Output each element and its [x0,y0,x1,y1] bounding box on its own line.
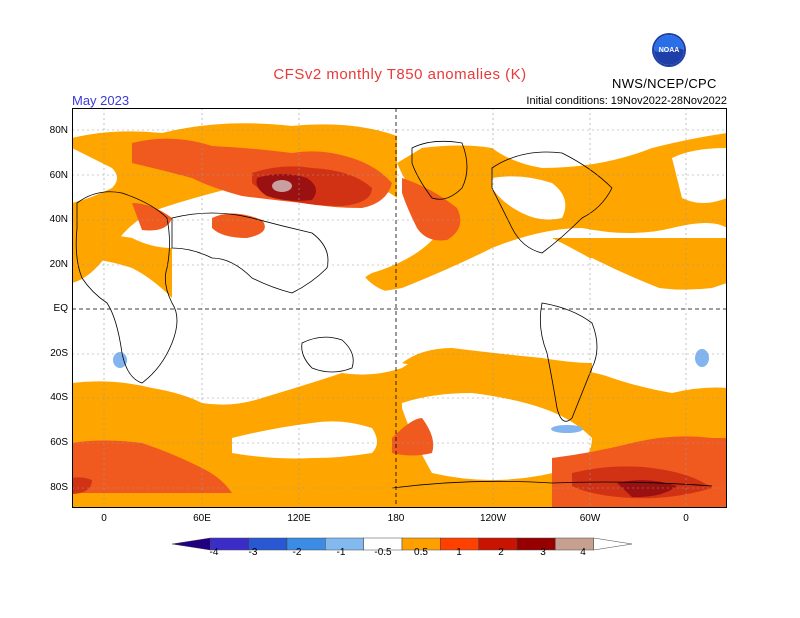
lon-label: 0 [683,513,689,524]
legend-tick: -2 [292,547,302,558]
map-title: CFSv2 monthly T850 anomalies (K) [273,66,527,83]
legend-swatch [593,537,632,551]
legend-colorbar [172,537,632,551]
agency-label: NWS/NCEP/CPC [612,76,717,91]
graticule [72,108,727,508]
legend-tick: -3 [248,547,258,558]
initial-conditions: Initial conditions: 19Nov2022-28Nov2022 [526,95,727,107]
coastlines [75,140,713,489]
anomaly-map [72,108,727,508]
lon-label: 180 [387,513,405,524]
lat-label: EQ [53,303,68,314]
lat-label: 60S [50,437,68,448]
lon-label: 120W [479,513,507,524]
lat-label: 40N [49,214,68,225]
legend-tick: 2 [498,547,504,558]
forecast-month: May 2023 [72,93,130,108]
lon-label: 60W [579,513,601,524]
legend-tick: 1 [456,547,462,558]
lat-label: 60N [49,170,68,181]
noaa-logo-icon: NOAA [652,33,686,67]
map-frame [72,108,727,508]
lat-label: 80N [49,125,68,136]
legend-tick: -0.5 [374,547,392,558]
anomaly-gaps [72,148,727,480]
lat-label: 20S [50,348,68,359]
legend-tick: 0.5 [414,547,428,558]
legend-tick: 4 [580,547,586,558]
legend-tick: -4 [209,547,219,558]
lat-label: 20N [49,259,68,270]
legend-tick: -1 [336,547,346,558]
anomaly-shading-negative [113,349,709,433]
legend-tick: 3 [540,547,546,558]
lon-label: 120E [287,513,311,524]
lat-label: 40S [50,392,68,403]
anomaly-shading-4plus [272,180,292,192]
lon-label: 0 [101,513,107,524]
logo-text: NOAA [659,47,680,54]
lat-label: 80S [50,482,68,493]
lon-label: 60E [193,513,211,524]
